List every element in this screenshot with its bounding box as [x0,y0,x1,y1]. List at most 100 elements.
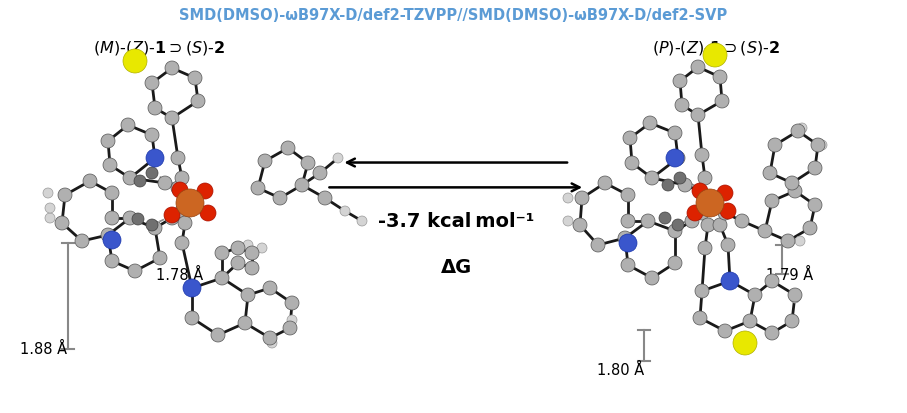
Circle shape [183,279,201,297]
Circle shape [696,190,724,218]
Circle shape [101,135,115,149]
Circle shape [165,211,179,225]
Circle shape [625,157,639,171]
Circle shape [641,214,655,228]
Circle shape [720,204,736,219]
Text: ΔG: ΔG [441,257,472,276]
Circle shape [245,247,259,260]
Text: $\mathit{(M)}$-$\mathit{(Z)}$-$\mathbf{1}$$\supset$$\mathit{(S)}$-$\mathbf{2}$: $\mathit{(M)}$-$\mathit{(Z)}$-$\mathbf{1… [93,38,225,57]
Circle shape [723,274,737,288]
Circle shape [673,75,687,89]
Circle shape [733,331,757,355]
Circle shape [171,152,185,166]
Circle shape [693,185,707,199]
Circle shape [191,95,205,109]
Circle shape [718,206,732,221]
Circle shape [251,182,265,195]
Circle shape [743,314,757,328]
Circle shape [148,221,162,235]
Circle shape [701,218,715,233]
Circle shape [105,254,119,268]
Circle shape [591,238,605,252]
Circle shape [621,214,635,228]
Circle shape [281,142,295,156]
Circle shape [340,206,350,216]
Circle shape [257,243,267,254]
Circle shape [765,326,779,340]
Circle shape [60,190,70,201]
Circle shape [598,177,612,190]
Circle shape [175,204,189,218]
Circle shape [698,171,712,185]
Circle shape [811,139,825,153]
Circle shape [175,236,189,250]
Circle shape [621,189,635,202]
Circle shape [563,194,573,204]
Circle shape [768,139,782,153]
Circle shape [263,281,277,295]
Circle shape [258,154,272,169]
Circle shape [718,324,732,338]
Circle shape [153,252,167,266]
Circle shape [662,180,674,192]
Circle shape [158,177,172,190]
Circle shape [781,235,795,248]
Circle shape [132,214,144,225]
Circle shape [695,206,709,221]
Circle shape [165,62,179,76]
Circle shape [188,72,202,86]
Circle shape [123,50,147,74]
Circle shape [643,117,657,131]
Circle shape [721,272,739,290]
Circle shape [808,161,822,176]
Circle shape [165,112,179,126]
Circle shape [765,195,779,209]
Circle shape [621,259,635,272]
Circle shape [333,154,343,164]
Circle shape [695,149,709,163]
Circle shape [659,212,671,224]
Circle shape [735,214,749,228]
Circle shape [674,173,686,185]
Circle shape [45,204,55,214]
Circle shape [692,183,708,199]
Circle shape [668,127,682,141]
Circle shape [128,264,142,278]
Circle shape [619,235,637,252]
Circle shape [172,183,188,199]
Circle shape [273,192,287,206]
Circle shape [55,216,69,230]
Circle shape [785,314,799,328]
Circle shape [721,238,735,252]
Circle shape [790,293,800,303]
Circle shape [788,288,802,302]
Text: 1.88 Å: 1.88 Å [20,342,67,356]
Circle shape [671,152,685,166]
Circle shape [573,218,587,233]
Circle shape [215,247,229,260]
Circle shape [103,231,121,249]
Circle shape [668,224,682,238]
Circle shape [618,231,632,245]
Circle shape [668,256,682,271]
Circle shape [795,236,805,247]
Circle shape [788,185,802,199]
Circle shape [171,182,185,195]
Circle shape [715,95,729,109]
Circle shape [185,311,199,325]
Circle shape [245,261,259,275]
Circle shape [146,168,158,180]
Circle shape [695,284,709,298]
Circle shape [357,216,367,226]
Circle shape [215,271,229,285]
Text: -3.7 kcal mol⁻¹: -3.7 kcal mol⁻¹ [378,211,534,230]
Circle shape [687,206,703,221]
Circle shape [693,311,707,325]
Circle shape [58,189,72,202]
Circle shape [713,218,727,233]
Circle shape [178,216,192,230]
Circle shape [301,157,315,171]
Circle shape [698,242,712,255]
Circle shape [318,192,332,206]
Circle shape [43,189,53,199]
